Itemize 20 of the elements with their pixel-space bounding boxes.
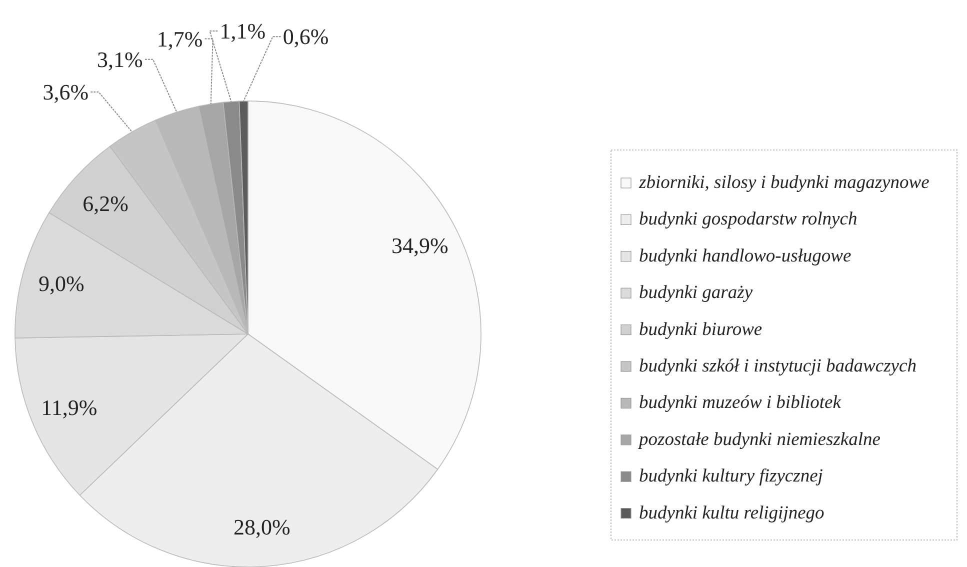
legend-label: budynki biurowe	[639, 320, 762, 340]
data-label: 9,0%	[38, 270, 84, 296]
legend-label: budynki kultury fizycznej	[639, 466, 823, 487]
data-label: 1,1%	[220, 18, 266, 44]
legend-label: budynki garaży	[639, 283, 754, 304]
data-label: 6,2%	[82, 190, 128, 216]
data-label: 3,6%	[42, 80, 89, 105]
legend-label: budynki gospodarstw rolnych	[639, 210, 858, 230]
legend-label: pozostałe budynki niemieszkalne	[637, 430, 880, 450]
data-label: 11,9%	[41, 395, 98, 420]
legend-label: budynki handlowo-usługowe	[639, 246, 852, 266]
legend-label: budynki szkół i instytucji badawczych	[639, 356, 916, 376]
data-label: 28,0%	[234, 514, 290, 540]
legend-label: budynki kultu religijnego	[639, 503, 824, 524]
data-label: 3,1%	[97, 46, 143, 72]
data-label: 34,9%	[392, 232, 448, 258]
data-label: 0,6%	[282, 24, 329, 50]
data-label: 1,7%	[156, 26, 203, 52]
slice-label: zbiorniki, silosy i budynki magazynowe	[638, 173, 930, 193]
legend-label: budynki muzeów i bibliotek	[639, 393, 842, 414]
